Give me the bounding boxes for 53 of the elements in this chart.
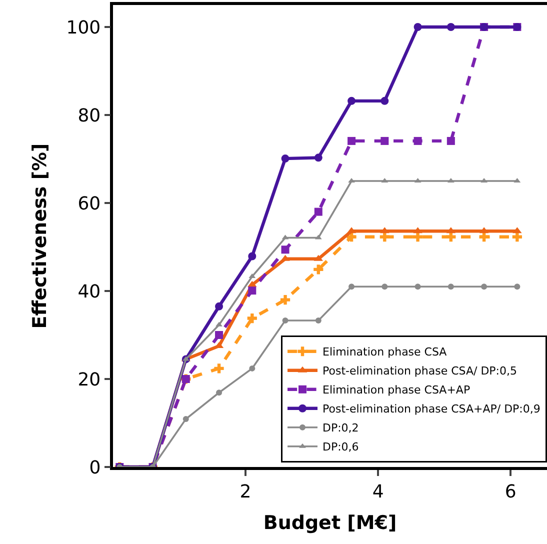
point <box>314 264 324 274</box>
y-tick-label: 100 <box>66 17 101 38</box>
point <box>512 232 522 242</box>
point <box>216 322 222 326</box>
y-tick-label: 40 <box>78 281 101 302</box>
y-tick-label: 0 <box>89 457 101 478</box>
point <box>281 154 290 163</box>
point <box>216 390 222 396</box>
point <box>248 252 256 260</box>
point <box>481 284 488 290</box>
point <box>514 284 520 290</box>
point <box>414 284 421 290</box>
y-tick-label: 60 <box>78 193 101 214</box>
legend-label: DP:0,2 <box>322 422 359 435</box>
y-axis-title: Effectiveness [%] <box>29 143 52 329</box>
point <box>348 284 355 290</box>
legend-label: Elimination phase CSA+AP <box>322 384 470 397</box>
point <box>382 284 388 290</box>
point <box>414 23 422 31</box>
point <box>282 317 288 324</box>
point <box>479 232 489 242</box>
point <box>281 246 290 254</box>
x-tick-label: 6 <box>504 481 516 502</box>
point <box>315 317 322 324</box>
point <box>314 154 322 162</box>
point <box>348 136 356 145</box>
point <box>249 365 256 372</box>
point <box>314 208 322 216</box>
point <box>280 295 290 305</box>
legend-label: Elimination phase CSA <box>322 346 448 359</box>
point <box>215 331 224 339</box>
point <box>412 232 423 242</box>
point <box>380 96 389 105</box>
point <box>214 364 224 374</box>
point <box>248 286 256 295</box>
y-tick-label: 80 <box>78 105 101 126</box>
point <box>380 232 390 242</box>
x-tick-label: 2 <box>240 481 252 502</box>
point <box>446 136 455 145</box>
point <box>446 23 455 31</box>
point <box>348 96 356 105</box>
legend-label: DP:0,6 <box>322 440 359 454</box>
legend-label: Post-elimination phase CSA/ DP:0,5 <box>322 364 518 378</box>
point <box>215 302 224 310</box>
legend-label: Post-elimination phase CSA+AP/ DP:0,9 <box>322 402 540 416</box>
x-axis-title: Budget [M€] <box>263 512 397 534</box>
x-tick-label: 4 <box>372 481 384 502</box>
point <box>247 313 257 324</box>
point <box>380 136 389 145</box>
point <box>414 136 422 145</box>
point <box>448 284 454 290</box>
y-tick-label: 20 <box>78 369 101 390</box>
point <box>182 416 189 422</box>
